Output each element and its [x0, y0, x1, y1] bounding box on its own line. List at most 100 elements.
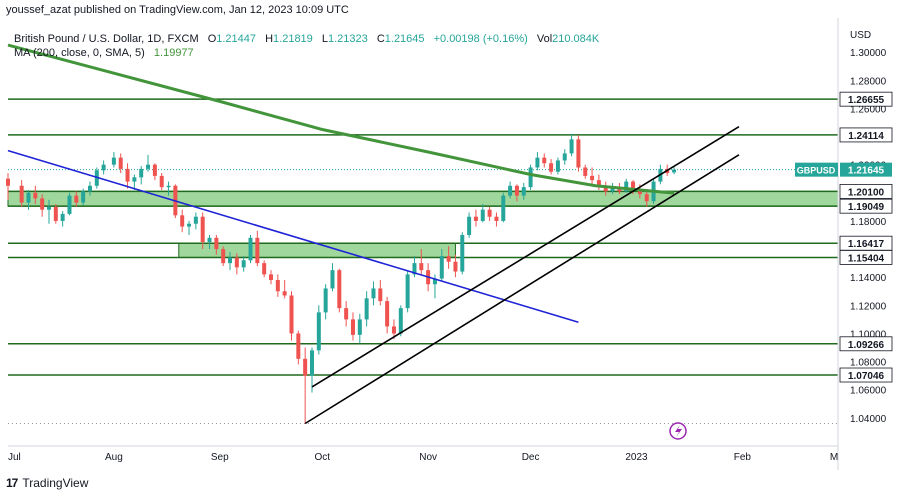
candle-body-27 — [200, 216, 205, 243]
level-label-7: 1.07046 — [848, 371, 885, 382]
legend-symbol: British Pound / U.S. Dollar, 1D, FXCM — [14, 33, 199, 45]
candle-body-5 — [46, 206, 51, 210]
candle-body-49 — [350, 319, 355, 335]
x-tick-label-7: Feb — [734, 452, 752, 463]
level-label-3: 1.19049 — [848, 202, 885, 213]
candle-body-65 — [460, 235, 465, 272]
candle-body-10 — [81, 191, 86, 203]
candle-body-72 — [508, 185, 513, 196]
legend-volume: 210.084K — [552, 33, 600, 45]
level-tag-5 — [839, 250, 893, 265]
candle-body-13 — [101, 164, 106, 171]
candle-body-2 — [26, 192, 31, 203]
candle-body-90 — [631, 181, 636, 190]
level-tag-1 — [839, 127, 893, 143]
zone-1 — [178, 242, 456, 258]
trendline-1 — [304, 154, 740, 425]
svg-text:British Pound / U.S. Dollar, 1: British Pound / U.S. Dollar, 1D, FXCM O1… — [14, 33, 600, 45]
candle-body-15 — [118, 157, 123, 169]
svg-text:MA (200, close, 0, SMA, 5): MA (200, close, 0, SMA, 5) 1.19977 — [14, 47, 194, 59]
level-tag-7 — [839, 367, 893, 383]
candle-body-50 — [357, 319, 362, 335]
candle-body-26 — [193, 216, 198, 224]
level-tag-2 — [839, 183, 893, 199]
lightning-icon[interactable] — [669, 422, 687, 440]
candle-body-57 — [405, 274, 410, 309]
candle-body-82 — [576, 139, 581, 168]
y-tick-label-0: 1.30000 — [850, 48, 887, 59]
publisher-caption: youssef_azat published on TradingView.co… — [6, 4, 349, 16]
candle-body-70 — [494, 216, 499, 221]
x-tick-label-3: Oct — [314, 452, 330, 463]
currency-label: USD — [850, 30, 871, 41]
candle-body-89 — [624, 181, 629, 192]
candle-body-68 — [480, 209, 485, 221]
candle-body-1 — [19, 185, 24, 203]
tradingview-brand: 17 TradingView — [6, 476, 88, 490]
candle-body-79 — [555, 160, 560, 172]
support-resistance-zones — [7, 190, 839, 258]
candle-body-86 — [603, 185, 608, 192]
level-tag-3 — [839, 198, 893, 214]
candle-body-54 — [385, 301, 390, 327]
candle-body-77 — [542, 157, 547, 164]
candle-body-53 — [378, 288, 383, 302]
candle-body-11 — [87, 185, 92, 192]
y-tick-label-12: 1.06000 — [850, 386, 887, 397]
candle-body-66 — [467, 216, 472, 235]
trendline-0 — [7, 149, 579, 323]
x-tick-label-6: 2023 — [625, 452, 648, 463]
legend-ma-value: 1.19977 — [154, 47, 194, 59]
candle-body-55 — [391, 326, 396, 334]
candle-body-25 — [187, 223, 192, 227]
candle-body-56 — [398, 308, 403, 334]
legend-ma-label: MA (200, close, 0, SMA, 5) — [14, 47, 145, 59]
x-tick-label-4: Nov — [419, 452, 437, 463]
candle-body-71 — [501, 195, 506, 221]
candle-body-21 — [159, 175, 164, 188]
trendlines — [7, 126, 740, 425]
level-tag-6 — [839, 336, 893, 352]
candle-body-35 — [255, 237, 260, 264]
tradingview-logo: 17 — [6, 476, 18, 490]
y-tick-label-6: 1.18000 — [850, 217, 887, 228]
candle-body-48 — [344, 308, 349, 320]
candle-body-74 — [521, 187, 526, 196]
candle-body-39 — [282, 291, 287, 296]
moving-average-line — [7, 43, 675, 195]
y-tick-label-9: 1.12000 — [850, 301, 887, 312]
x-tick-label-0: Jul — [8, 452, 21, 463]
candle-body-92 — [644, 194, 649, 202]
candle-body-3 — [33, 192, 38, 199]
y-tick-label-2: 1.26000 — [850, 104, 887, 115]
candle-body-43 — [309, 350, 314, 376]
candle-body-67 — [473, 216, 478, 221]
candle-body-16 — [125, 168, 130, 182]
candle-body-41 — [296, 333, 301, 359]
x-tick-label-1: Aug — [105, 452, 123, 463]
candle-body-47 — [337, 270, 342, 309]
candle-body-24 — [180, 215, 185, 227]
candle-body-59 — [419, 263, 424, 271]
candle-body-51 — [364, 298, 369, 320]
candle-body-0 — [6, 178, 10, 186]
level-label-5: 1.15404 — [848, 253, 885, 264]
chart-legend: British Pound / U.S. Dollar, 1D, FXCM O1… — [14, 33, 600, 59]
legend-open: 1.21447 — [216, 33, 256, 45]
candle-body-18 — [139, 168, 144, 178]
candle-body-38 — [275, 280, 280, 292]
y-tick-label-11: 1.08000 — [850, 358, 887, 369]
legend-change: +0.00198 (+0.16%) — [434, 33, 528, 45]
candle-body-84 — [590, 175, 595, 181]
candle-body-34 — [248, 237, 253, 261]
y-tick-label-8: 1.14000 — [850, 273, 887, 284]
y-tick-label-13: 1.04000 — [850, 414, 887, 425]
candle-body-17 — [132, 177, 137, 182]
candle-body-30 — [221, 249, 226, 264]
trendline-2 — [311, 126, 740, 388]
candle-body-45 — [323, 288, 328, 313]
candle-body-19 — [146, 164, 151, 169]
level-tag-0 — [839, 91, 893, 107]
candle-body-75 — [528, 167, 533, 188]
